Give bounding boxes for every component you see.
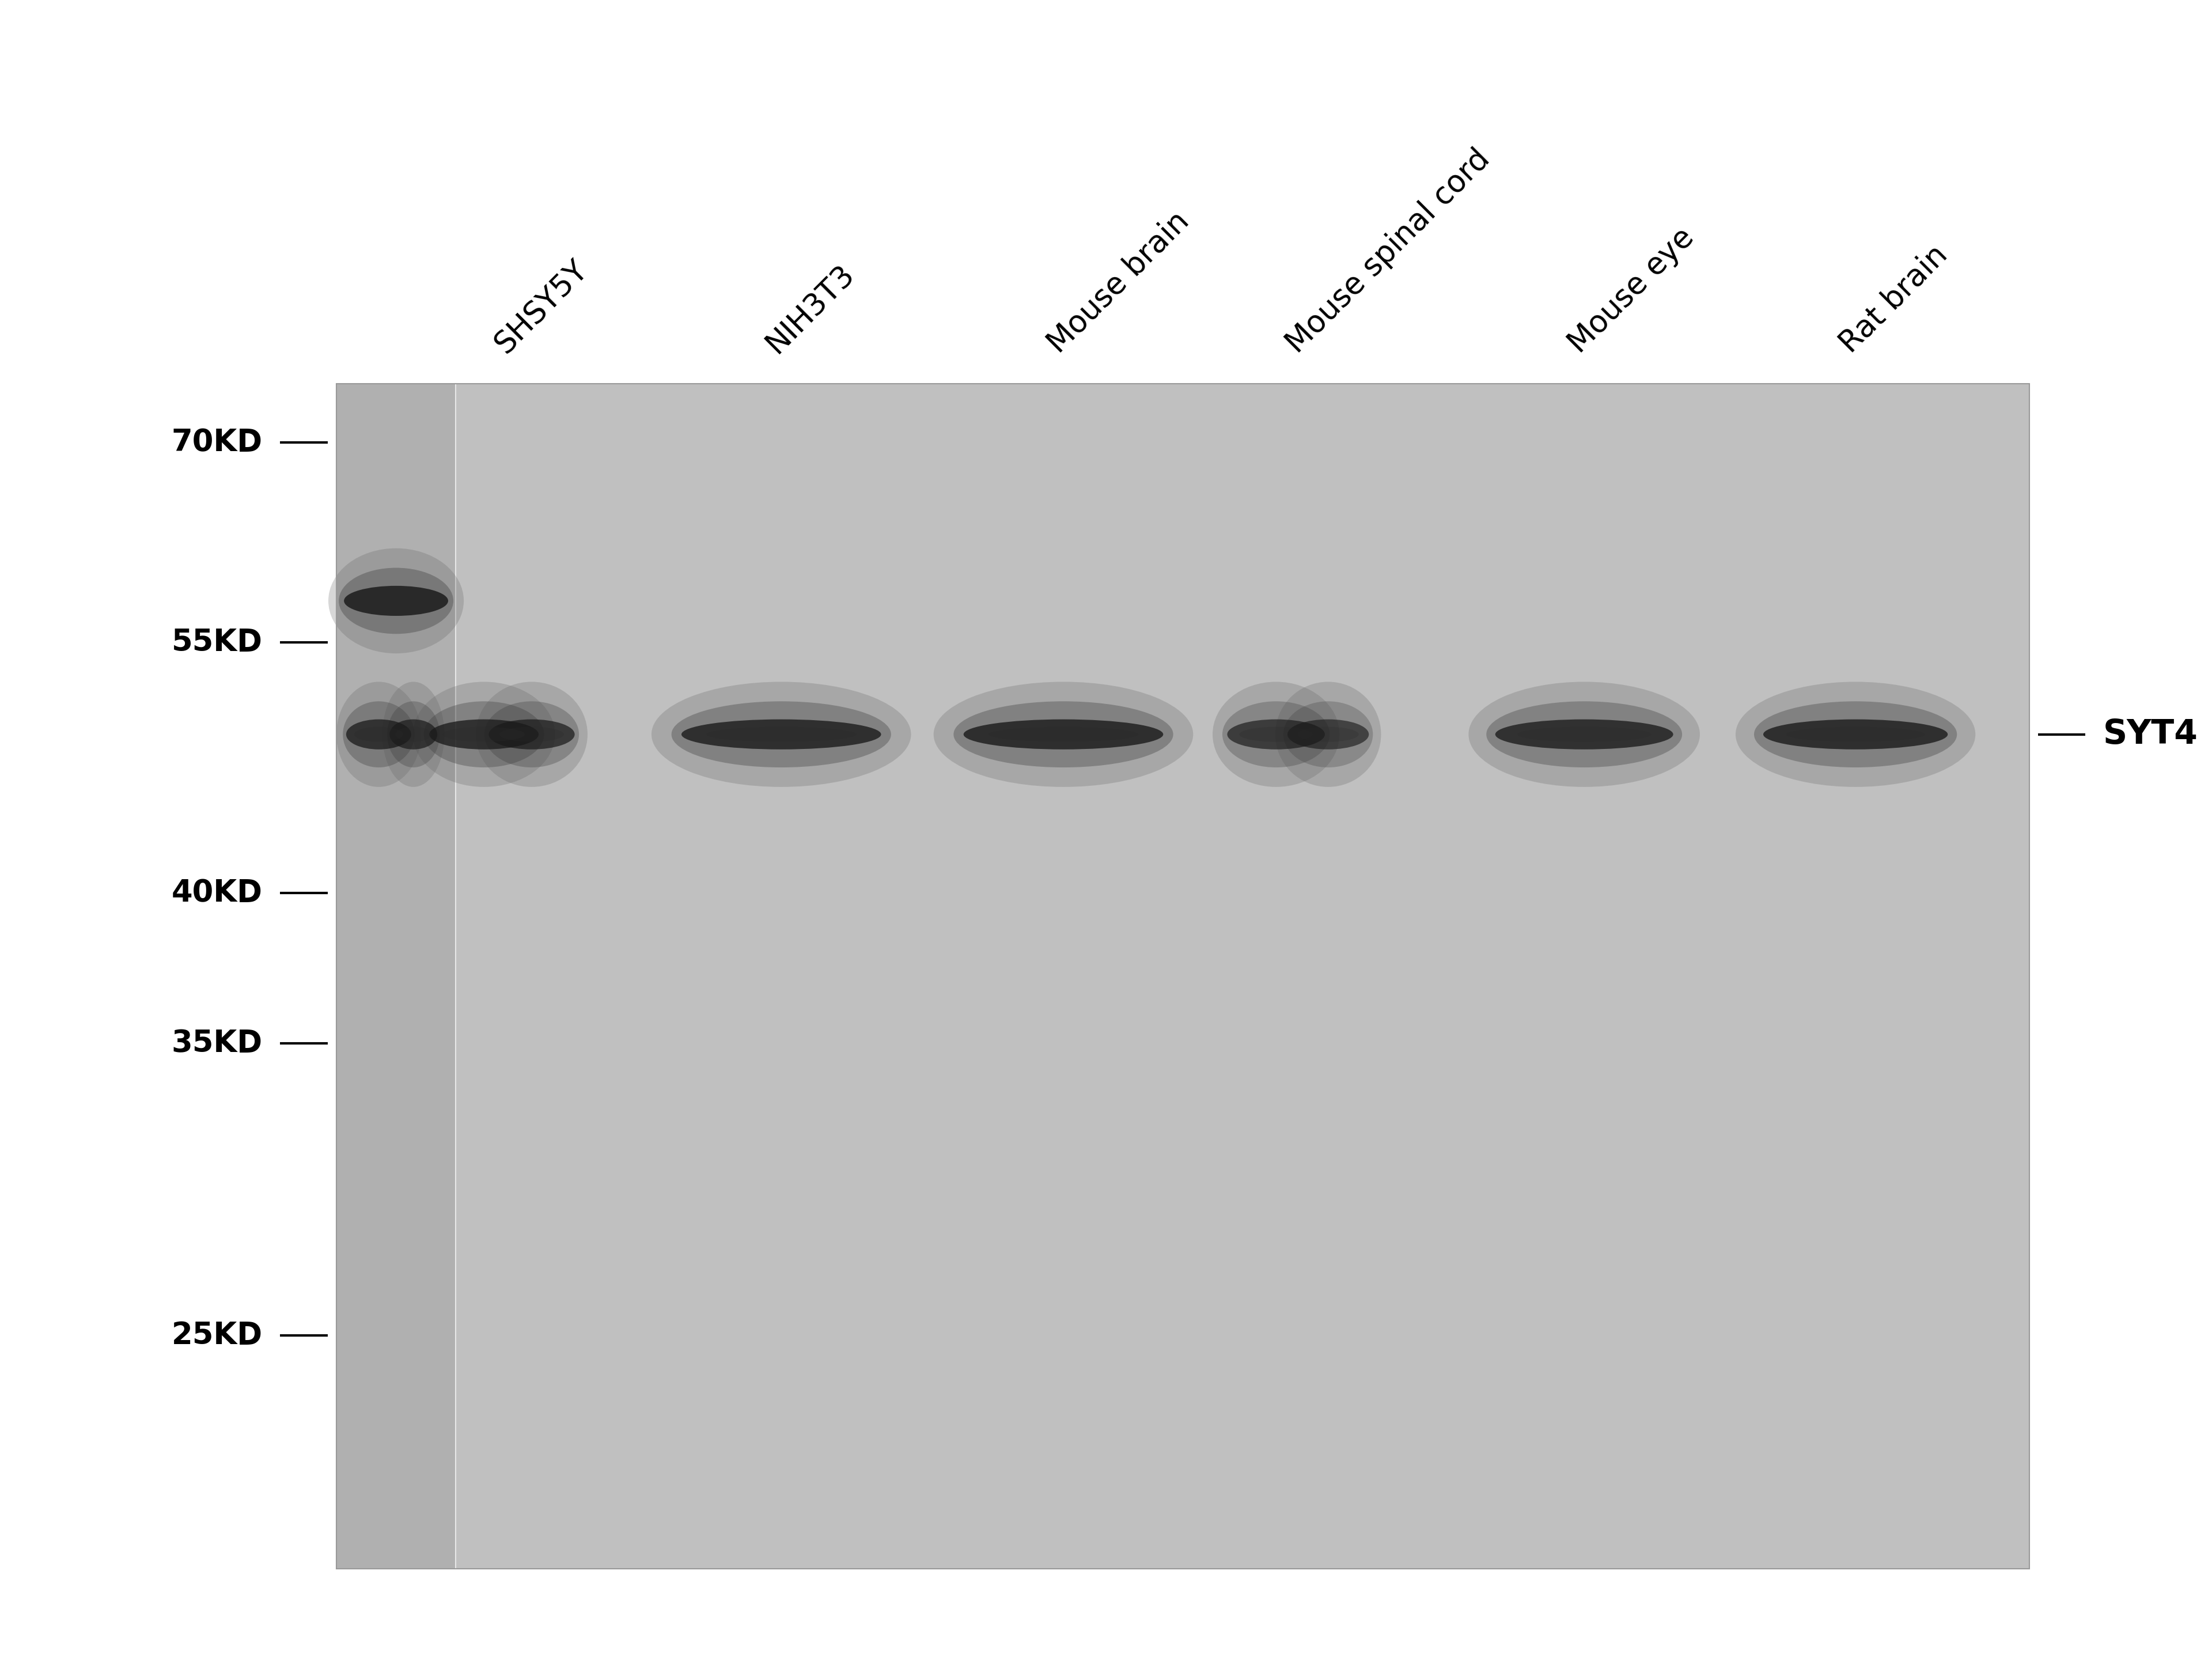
Text: Mouse spinal cord: Mouse spinal cord <box>1281 144 1495 359</box>
Ellipse shape <box>345 719 411 749</box>
Ellipse shape <box>1298 728 1358 741</box>
Ellipse shape <box>1469 683 1699 788</box>
Ellipse shape <box>1287 719 1369 749</box>
Ellipse shape <box>1495 719 1672 749</box>
Ellipse shape <box>396 728 431 741</box>
Text: Mouse brain: Mouse brain <box>1042 205 1194 359</box>
Ellipse shape <box>1754 701 1958 768</box>
Ellipse shape <box>933 683 1192 788</box>
Ellipse shape <box>387 701 440 768</box>
Ellipse shape <box>681 719 880 749</box>
Bar <box>336 384 2028 1569</box>
Ellipse shape <box>1736 683 1975 788</box>
Ellipse shape <box>500 728 564 741</box>
Text: 55KD: 55KD <box>173 628 263 658</box>
Ellipse shape <box>343 701 414 768</box>
Ellipse shape <box>953 701 1172 768</box>
Ellipse shape <box>484 701 580 768</box>
Ellipse shape <box>1223 701 1329 768</box>
Text: 35KD: 35KD <box>173 1028 263 1058</box>
Ellipse shape <box>706 728 856 741</box>
Bar <box>456 384 2028 1569</box>
Ellipse shape <box>1239 728 1312 741</box>
Ellipse shape <box>964 719 1164 749</box>
Text: SHSY5Y: SHSY5Y <box>489 254 593 359</box>
Ellipse shape <box>425 701 544 768</box>
Ellipse shape <box>338 567 453 634</box>
Ellipse shape <box>1276 683 1380 788</box>
Text: Mouse eye: Mouse eye <box>1564 222 1699 359</box>
Ellipse shape <box>1486 701 1681 768</box>
Ellipse shape <box>354 728 403 741</box>
Ellipse shape <box>476 683 588 788</box>
Ellipse shape <box>345 586 449 616</box>
Ellipse shape <box>1228 719 1325 749</box>
Text: 25KD: 25KD <box>173 1320 263 1350</box>
Ellipse shape <box>672 701 891 768</box>
Ellipse shape <box>653 683 911 788</box>
Ellipse shape <box>389 719 438 749</box>
Ellipse shape <box>442 728 524 741</box>
Ellipse shape <box>1212 683 1340 788</box>
Ellipse shape <box>327 547 465 654</box>
Ellipse shape <box>1517 728 1650 741</box>
Ellipse shape <box>989 728 1139 741</box>
Ellipse shape <box>414 683 555 788</box>
Ellipse shape <box>383 683 445 788</box>
Ellipse shape <box>336 683 420 788</box>
Ellipse shape <box>1787 728 1924 741</box>
Text: Rat brain: Rat brain <box>1834 240 1953 359</box>
Bar <box>336 384 456 1569</box>
Ellipse shape <box>429 719 540 749</box>
Ellipse shape <box>489 719 575 749</box>
Ellipse shape <box>1763 719 1949 749</box>
Ellipse shape <box>356 592 436 609</box>
Text: NIH3T3: NIH3T3 <box>761 259 860 359</box>
Text: SYT4: SYT4 <box>2104 718 2199 751</box>
Ellipse shape <box>1283 701 1374 768</box>
Text: 40KD: 40KD <box>173 878 263 908</box>
Text: 70KD: 70KD <box>173 427 263 457</box>
